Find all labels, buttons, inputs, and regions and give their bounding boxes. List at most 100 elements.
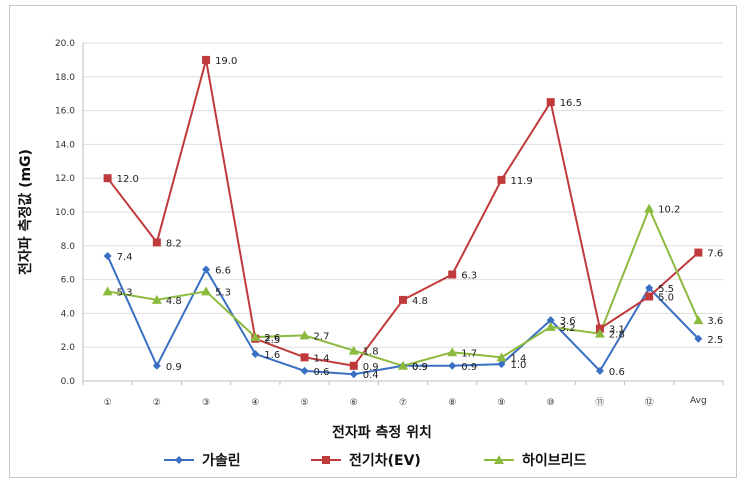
data-point bbox=[175, 456, 183, 464]
data-point bbox=[152, 361, 161, 370]
data-point bbox=[322, 456, 330, 464]
data-label: 2.7 bbox=[314, 331, 330, 342]
y-tick-labels: 0.0 2.0 4.0 6.0 8.0 10.0 12.0 14.0 16.0 18.0 20.0 bbox=[55, 39, 75, 387]
data-point bbox=[694, 334, 703, 343]
data-point bbox=[497, 360, 506, 369]
x-tick-labels: ① ② ③ ④ ⑤ ⑥ ⑦ ⑧ ⑨ ⑩ ⑪ ⑫ Avg bbox=[104, 396, 707, 408]
data-label: 11.9 bbox=[510, 176, 532, 187]
data-point bbox=[299, 330, 310, 340]
data-point bbox=[595, 324, 604, 333]
grid-lines bbox=[82, 42, 724, 385]
data-point bbox=[497, 175, 506, 184]
x-axis-title: 전자파 측정 위치 bbox=[332, 424, 432, 441]
x-tick-label: ③ bbox=[202, 398, 210, 408]
y-tick-label: 2.0 bbox=[61, 343, 76, 353]
data-point bbox=[349, 370, 358, 379]
data-point bbox=[494, 455, 504, 464]
legend-label: 전기차(EV) bbox=[349, 452, 421, 469]
data-label: 0.9 bbox=[412, 362, 428, 373]
x-tick-label: ⑤ bbox=[300, 398, 308, 408]
data-point bbox=[645, 284, 654, 293]
data-point bbox=[102, 286, 113, 296]
data-label: 1.6 bbox=[264, 350, 280, 361]
y-axis-title: 전자파 측정값 (mG) bbox=[17, 149, 34, 275]
y-tick-label: 18.0 bbox=[55, 73, 75, 83]
data-label: 5.3 bbox=[215, 287, 231, 298]
x-tick-label: ⑪ bbox=[595, 397, 604, 408]
data-label: 2.5 bbox=[264, 335, 280, 346]
data-point bbox=[250, 332, 261, 342]
data-point bbox=[693, 315, 704, 325]
y-tick-label: 10.0 bbox=[55, 208, 75, 218]
data-point bbox=[152, 238, 161, 247]
data-label: 1.0 bbox=[510, 360, 526, 371]
data-label: 6.3 bbox=[461, 271, 477, 282]
data-label: 4.8 bbox=[412, 296, 428, 307]
data-label: 2.8 bbox=[609, 330, 625, 341]
series-group bbox=[102, 55, 704, 379]
data-label: 4.8 bbox=[166, 296, 182, 307]
chart-frame bbox=[9, 5, 737, 478]
data-label: 0.6 bbox=[609, 367, 625, 378]
y-tick-label: 8.0 bbox=[61, 242, 76, 252]
data-point bbox=[595, 366, 604, 375]
data-point bbox=[496, 352, 507, 362]
data-label: 0.9 bbox=[166, 362, 182, 373]
data-point bbox=[644, 203, 655, 213]
data-label: 5.5 bbox=[658, 284, 674, 295]
data-label: 8.2 bbox=[166, 238, 182, 249]
x-tick-label: ④ bbox=[251, 398, 259, 408]
data-labels: 7.40.96.61.60.6 0.40.9 0.9 1.03.60.65.52.51… bbox=[117, 56, 724, 381]
x-tick-label: Avg bbox=[690, 396, 707, 406]
y-tick-label: 20.0 bbox=[55, 39, 75, 49]
data-point bbox=[545, 321, 556, 331]
data-label: 1.7 bbox=[461, 348, 477, 359]
x-tick-label: ⑫ bbox=[645, 397, 654, 408]
x-tick-label: ⑩ bbox=[547, 398, 555, 408]
series-line bbox=[106, 59, 700, 367]
data-point bbox=[251, 349, 260, 358]
data-label: 7.4 bbox=[117, 252, 133, 263]
data-label: 5.3 bbox=[117, 287, 133, 298]
data-point bbox=[447, 347, 458, 357]
data-point bbox=[202, 265, 211, 274]
data-point bbox=[300, 353, 309, 362]
data-point bbox=[300, 366, 309, 375]
data-point bbox=[546, 316, 555, 325]
data-label: 0.4 bbox=[363, 370, 379, 381]
y-tick-label: 12.0 bbox=[55, 174, 75, 184]
data-point bbox=[398, 360, 408, 370]
data-point bbox=[348, 345, 359, 355]
data-point bbox=[694, 248, 703, 257]
data-label: 1.4 bbox=[314, 353, 330, 364]
data-point bbox=[202, 55, 211, 64]
data-point bbox=[594, 328, 605, 338]
data-label: 2.5 bbox=[707, 335, 723, 346]
x-tick-label: ⑦ bbox=[399, 398, 407, 408]
data-label: 12.0 bbox=[117, 174, 139, 185]
data-label: 0.9 bbox=[461, 362, 477, 373]
data-point bbox=[448, 270, 457, 279]
data-label: 0.6 bbox=[314, 367, 330, 378]
data-point bbox=[103, 251, 112, 260]
data-label: 10.2 bbox=[658, 205, 680, 216]
legend-label: 하이브리드 bbox=[522, 452, 587, 469]
data-point bbox=[151, 294, 162, 304]
data-label: 0.9 bbox=[363, 362, 379, 373]
data-point bbox=[349, 361, 358, 370]
legend: 가솔린 전기차(EV) 하이브리드 bbox=[164, 452, 587, 469]
data-point bbox=[103, 174, 112, 183]
y-tick-label: 6.0 bbox=[61, 276, 76, 286]
x-tick-label: ⑥ bbox=[350, 398, 358, 408]
data-label: 0.9 bbox=[412, 362, 428, 373]
y-tick-label: 4.0 bbox=[61, 309, 76, 319]
y-tick-label: 16.0 bbox=[55, 107, 75, 117]
data-label: 3.6 bbox=[707, 316, 723, 327]
y-tick-label: 0.0 bbox=[61, 377, 76, 387]
data-point bbox=[399, 295, 407, 304]
x-tick-label: ⑨ bbox=[497, 398, 505, 408]
data-label: 2.6 bbox=[264, 333, 280, 344]
x-tick-label: ① bbox=[104, 398, 112, 408]
data-point bbox=[448, 361, 457, 370]
